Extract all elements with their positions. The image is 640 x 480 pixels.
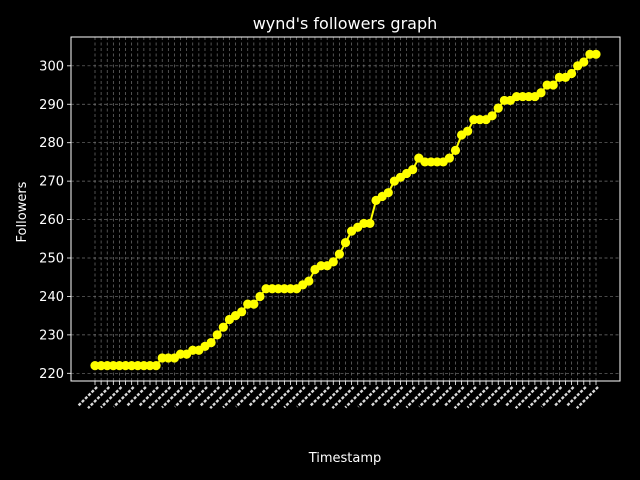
x-tick-label-glyphs <box>527 386 550 409</box>
x-tick-label-glyphs <box>331 386 355 410</box>
data-point <box>579 57 589 67</box>
x-tick-label-glyphs <box>418 386 440 408</box>
x-tick-label-glyphs <box>161 386 184 409</box>
data-point <box>151 361 161 371</box>
y-tick-label: 290 <box>39 98 64 113</box>
x-tick-label-glyphs <box>283 386 306 409</box>
data-point <box>536 88 546 98</box>
x-tick-label-glyphs <box>344 386 367 409</box>
x-tick-label-glyphs <box>453 386 477 410</box>
x-tick-label-glyphs <box>296 386 318 408</box>
data-point <box>493 103 503 113</box>
x-tick-label-glyphs <box>113 386 135 408</box>
data-point <box>304 276 314 286</box>
data-point <box>365 218 375 229</box>
data-point <box>450 145 461 155</box>
y-tick-label: 270 <box>39 175 64 190</box>
data-point <box>218 322 228 332</box>
data-point <box>408 165 418 175</box>
data-point <box>206 337 216 348</box>
y-axis: 220 230 240 250 260 270 280 290 300 <box>39 59 71 382</box>
x-tick-label-glyphs <box>466 386 489 409</box>
chart-title: wynd's followers graph <box>253 14 438 33</box>
y-tick-label: 280 <box>39 136 64 151</box>
y-tick-label: 220 <box>39 367 64 382</box>
x-tick-label-glyphs <box>209 386 233 410</box>
x-tick-label-glyphs <box>479 386 502 408</box>
data-point <box>340 238 351 248</box>
data-point <box>591 49 601 59</box>
data-point <box>548 80 558 90</box>
x-tick-label-glyphs <box>174 386 196 408</box>
data-point <box>328 257 338 267</box>
x-tick-label-glyphs <box>405 386 428 409</box>
x-tick-label-glyphs <box>575 386 599 410</box>
y-tick-label: 260 <box>39 213 64 228</box>
y-axis-label: Followers <box>15 181 30 242</box>
x-tick-label-glyphs <box>100 386 123 409</box>
data-point <box>237 307 247 317</box>
y-tick-label: 300 <box>39 59 64 74</box>
x-tick-label-glyphs <box>540 386 563 408</box>
data-point <box>463 126 473 136</box>
data-point <box>212 330 222 340</box>
data-point <box>487 111 497 121</box>
x-tick-label-glyphs <box>357 386 379 408</box>
x-tick-label-glyphs <box>270 386 294 410</box>
data-point <box>444 153 454 163</box>
y-tick-label: 240 <box>39 290 64 305</box>
x-tick-label-glyphs <box>392 386 416 410</box>
data-point <box>249 299 259 309</box>
data-point <box>255 291 265 302</box>
y-tick-label: 250 <box>39 252 64 267</box>
data-point <box>334 249 344 259</box>
x-tick-label-glyphs <box>514 386 538 410</box>
data-point <box>383 188 393 198</box>
data-points <box>90 49 601 371</box>
x-tick-label-glyphs <box>235 386 257 408</box>
x-tick-label-glyphs <box>148 386 172 410</box>
y-tick-label: 230 <box>39 328 64 343</box>
x-axis <box>77 381 599 410</box>
x-tick-label-glyphs <box>222 386 245 409</box>
x-tick-label-glyphs <box>87 386 111 410</box>
x-axis-label: Timestamp <box>308 451 382 466</box>
data-point <box>566 68 577 79</box>
